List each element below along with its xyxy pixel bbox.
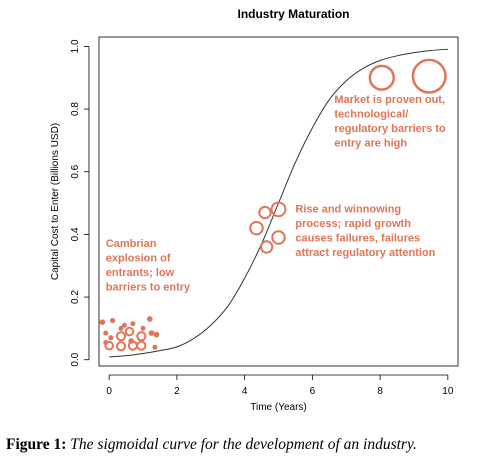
x-tick-label: 6 <box>310 386 316 397</box>
y-tick-label: 0.2 <box>70 290 81 304</box>
annotation-line: technological/ <box>334 108 408 120</box>
annotation-text: Cambrian explosion of entrants; low barrier… <box>106 238 191 294</box>
x-tick-label: 2 <box>174 386 180 397</box>
bubble-point <box>368 64 395 91</box>
annotation-line: attract regulatory attention <box>295 247 435 259</box>
annotation-line: process; rapid growth <box>295 218 411 230</box>
x-tick-label: 4 <box>242 386 248 397</box>
bubble-point <box>270 201 287 218</box>
figure-caption: Figure 1: The sigmoidal curve for the de… <box>6 436 501 454</box>
y-tick-label: 0.8 <box>70 102 81 116</box>
annotation-line: Market is proven out, <box>334 94 445 106</box>
annotation-line: barriers to entry <box>106 281 191 293</box>
caption-text: The sigmoidal curve for the development … <box>70 436 417 453</box>
bubble-point <box>118 325 124 331</box>
bubble-point <box>136 331 147 342</box>
bubble-point <box>153 331 160 338</box>
bubble-point <box>152 344 158 350</box>
bubble-point <box>146 316 153 322</box>
y-axis: 0.0 0.2 0.4 0.6 0.8 1.0 <box>70 39 90 367</box>
bubble-point <box>110 318 116 324</box>
y-tick-label: 0.4 <box>70 227 81 241</box>
annotation-line: Rise and winnowing <box>295 203 401 215</box>
annotation-line: regulatory barriers to <box>334 123 446 135</box>
bubble-point <box>103 330 109 336</box>
bubble-point <box>115 331 127 342</box>
bubble-point <box>99 319 106 325</box>
annotation-line: entry are high <box>334 137 407 149</box>
bubble-point <box>148 330 155 336</box>
y-tick-label: 0.0 <box>70 352 81 366</box>
x-axis: 0 2 4 6 8 10 <box>106 374 454 397</box>
bubble-point <box>271 230 286 245</box>
x-tick-label: 8 <box>377 386 383 397</box>
bubble-point <box>260 240 274 254</box>
bubble-point <box>249 220 264 236</box>
plot-frame <box>98 36 459 367</box>
chart-title: Industry Maturation <box>237 7 349 21</box>
bubble-point <box>258 205 272 220</box>
annotation-line: Cambrian <box>106 238 157 250</box>
y-tick-label: 0.6 <box>70 164 81 178</box>
bubble-point <box>136 340 147 351</box>
y-axis-label: Capital Cost to Enter (Billions USD) <box>50 123 61 280</box>
bubble-point <box>121 322 127 328</box>
x-tick-label: 10 <box>442 386 454 397</box>
bubble-point <box>115 341 127 352</box>
bubble-point <box>104 340 114 351</box>
y-tick-label: 1.0 <box>70 39 81 53</box>
bubble-point <box>130 321 136 327</box>
annotation-text: Market is proven out, technological/regul… <box>334 94 446 150</box>
bubble-point <box>411 58 447 94</box>
annotation-layer: Cambrian explosion of entrants; low barrier… <box>106 94 446 294</box>
bubble-point <box>140 325 146 331</box>
annotation-line: explosion of <box>106 252 171 264</box>
annotation-text: Rise and winnowing process; rapid growth c… <box>295 203 435 259</box>
x-axis-label: Time (Years) <box>250 402 307 413</box>
annotation-line: entrants; low <box>106 267 175 279</box>
bubble-point <box>124 326 135 337</box>
bubble-point <box>108 335 114 341</box>
annotation-line: causes failures, failures <box>295 232 420 244</box>
x-tick-label: 0 <box>106 386 112 397</box>
bubble-layer <box>99 58 447 352</box>
caption-label: Figure 1: <box>6 436 67 453</box>
